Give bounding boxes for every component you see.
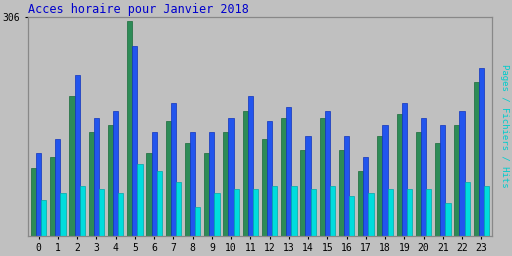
Bar: [358, 171, 363, 236]
Bar: [233, 189, 239, 236]
Bar: [416, 132, 421, 236]
Bar: [113, 111, 118, 236]
Bar: [137, 164, 143, 236]
Bar: [152, 132, 157, 236]
Bar: [50, 157, 55, 236]
Bar: [377, 136, 382, 236]
Bar: [165, 121, 171, 236]
Bar: [36, 153, 41, 236]
Bar: [454, 125, 459, 236]
Bar: [185, 143, 190, 236]
Bar: [474, 82, 479, 236]
Bar: [382, 125, 388, 236]
Bar: [80, 186, 85, 236]
Bar: [262, 139, 267, 236]
Bar: [421, 118, 426, 236]
Bar: [396, 114, 402, 236]
Bar: [195, 207, 200, 236]
Bar: [176, 182, 181, 236]
Bar: [31, 168, 36, 236]
Bar: [60, 193, 66, 236]
Bar: [171, 103, 176, 236]
Bar: [291, 186, 296, 236]
Bar: [99, 189, 104, 236]
Bar: [41, 200, 47, 236]
Bar: [94, 118, 99, 236]
Bar: [402, 103, 407, 236]
Bar: [306, 136, 311, 236]
Bar: [157, 171, 162, 236]
Bar: [440, 125, 445, 236]
Bar: [108, 125, 113, 236]
Bar: [388, 189, 393, 236]
Bar: [127, 21, 132, 236]
Bar: [204, 153, 209, 236]
Bar: [243, 111, 248, 236]
Bar: [363, 157, 369, 236]
Bar: [281, 118, 286, 236]
Bar: [484, 186, 489, 236]
Bar: [223, 132, 228, 236]
Bar: [311, 189, 316, 236]
Bar: [75, 75, 80, 236]
Bar: [190, 132, 195, 236]
Bar: [325, 111, 330, 236]
Bar: [465, 182, 470, 236]
Text: Acces horaire pour Janvier 2018: Acces horaire pour Janvier 2018: [28, 3, 249, 16]
Bar: [146, 153, 152, 236]
Bar: [286, 107, 291, 236]
Bar: [300, 150, 306, 236]
Bar: [339, 150, 344, 236]
Y-axis label: Pages / Fichiers / Hits: Pages / Fichiers / Hits: [500, 65, 509, 188]
Bar: [426, 189, 431, 236]
Bar: [89, 132, 94, 236]
Bar: [132, 46, 137, 236]
Bar: [253, 189, 258, 236]
Bar: [118, 193, 123, 236]
Bar: [407, 189, 412, 236]
Bar: [248, 96, 253, 236]
Bar: [445, 204, 451, 236]
Bar: [69, 96, 75, 236]
Bar: [209, 132, 215, 236]
Bar: [55, 139, 60, 236]
Bar: [349, 196, 354, 236]
Bar: [459, 111, 465, 236]
Bar: [330, 186, 335, 236]
Bar: [215, 193, 220, 236]
Bar: [267, 121, 272, 236]
Bar: [228, 118, 233, 236]
Bar: [435, 143, 440, 236]
Bar: [369, 193, 374, 236]
Bar: [344, 136, 349, 236]
Bar: [272, 186, 278, 236]
Bar: [479, 68, 484, 236]
Bar: [319, 118, 325, 236]
